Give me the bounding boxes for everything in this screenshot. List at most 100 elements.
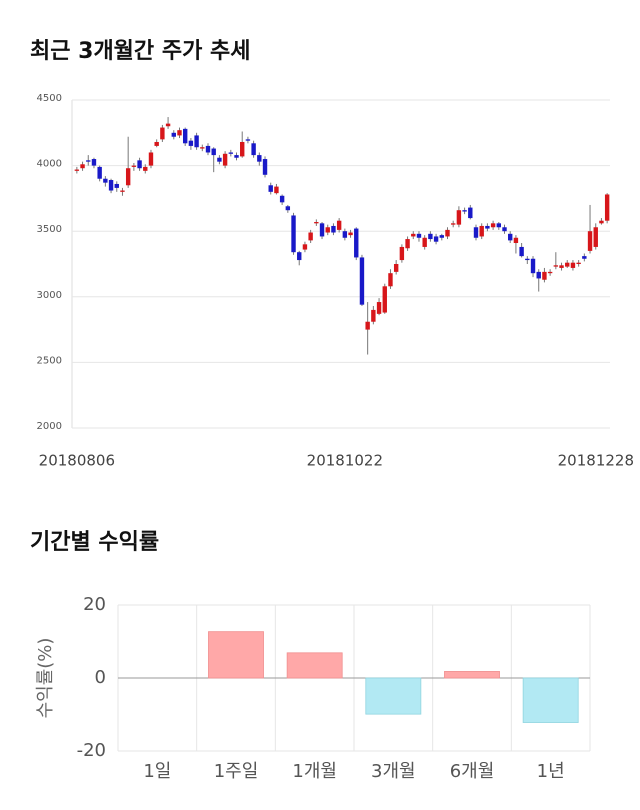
candle-body: [388, 273, 393, 287]
candle-body: [120, 190, 125, 192]
chart-title: 기간별 수익률: [30, 530, 159, 555]
x-tick-label: 20181228: [558, 452, 634, 470]
candle-body: [445, 229, 450, 237]
candle-body: [148, 152, 154, 166]
candle-body: [428, 233, 433, 240]
candle-body: [565, 262, 570, 267]
candle-body: [314, 222, 319, 224]
candle-body: [496, 223, 502, 228]
candle-body: [194, 135, 199, 148]
candle-body: [325, 227, 330, 233]
candle-body: [450, 223, 456, 225]
candle-body: [245, 139, 251, 141]
chart-title: 최근 3개월간 주가 추세: [30, 39, 250, 64]
candle-body: [473, 227, 479, 238]
candle-body: [468, 207, 473, 219]
candle-body: [154, 141, 159, 146]
candle-body: [513, 237, 519, 244]
candle-body: [490, 223, 496, 228]
candle-body: [399, 246, 405, 261]
y-tick-label: 4500: [37, 93, 62, 104]
candle-body: [285, 206, 291, 211]
x-tick-label: 1개월: [292, 761, 337, 782]
candle-body: [393, 264, 399, 272]
candle-body: [91, 159, 97, 166]
y-tick-label: 2500: [37, 355, 62, 366]
candle-body: [547, 271, 553, 274]
candle-body: [365, 321, 370, 330]
candle-body: [251, 143, 256, 156]
candle-body: [371, 309, 376, 322]
candle-body: [268, 185, 273, 192]
candle-body: [103, 178, 108, 183]
candle-body: [382, 286, 387, 313]
candle-body: [479, 225, 484, 237]
candle-body: [234, 155, 239, 158]
candle-body: [519, 246, 524, 257]
candle-body: [74, 169, 80, 171]
candle-body: [582, 256, 587, 259]
candle-body: [508, 233, 513, 241]
candle-body: [530, 258, 536, 274]
candle-body: [331, 225, 336, 233]
candle-body: [416, 233, 422, 238]
candle-body: [137, 160, 142, 169]
bar: [522, 677, 579, 723]
y-tick-label: 2000: [37, 421, 62, 432]
candle-body: [274, 186, 279, 194]
y-tick-label: 0: [95, 667, 106, 688]
candle-body: [542, 271, 547, 280]
candle-body: [200, 147, 205, 149]
candle-body: [228, 152, 234, 154]
candle-body: [348, 232, 353, 236]
y-tick-label: -20: [77, 740, 106, 761]
candle-body: [297, 252, 302, 261]
candle-body: [439, 235, 444, 238]
candle-body: [171, 132, 176, 137]
x-tick-label: 1년: [537, 761, 565, 782]
candle-body: [553, 265, 559, 267]
candle-body: [143, 166, 148, 171]
y-tick-label: 4000: [37, 159, 62, 170]
candle-body: [188, 140, 194, 146]
candle-body: [125, 168, 131, 186]
candle-body: [354, 228, 359, 258]
candle-body: [525, 258, 530, 261]
candle-body: [279, 195, 285, 203]
candle-body: [114, 183, 119, 188]
candle-body: [336, 220, 342, 230]
bar: [208, 631, 264, 679]
candle-body: [160, 127, 165, 140]
x-tick-label: 20180806: [39, 452, 115, 470]
candle-body: [97, 166, 102, 179]
x-tick-label: 1주일: [214, 761, 259, 782]
y-tick-label: 3000: [37, 290, 62, 301]
candle-body: [86, 160, 91, 162]
candle-body: [604, 194, 610, 221]
bar: [286, 652, 343, 679]
candle-body: [257, 155, 262, 162]
candle-body: [411, 233, 416, 237]
candle-body: [222, 153, 228, 166]
x-tick-label: 6개월: [450, 761, 495, 782]
candle-body: [570, 262, 576, 268]
candle-body: [211, 148, 216, 156]
candle-body: [262, 159, 268, 175]
candle-body: [576, 262, 581, 264]
candle-body: [536, 271, 541, 279]
candle-body: [319, 223, 325, 237]
candle-body: [485, 225, 490, 229]
candle-body: [593, 227, 598, 247]
candle-body: [433, 236, 439, 242]
y-axis-label: 수익률(%): [35, 638, 56, 719]
candle-body: [376, 302, 382, 314]
candle-body: [302, 244, 308, 250]
candle-body: [177, 130, 182, 136]
bar: [365, 677, 422, 715]
candle-body: [165, 123, 171, 127]
candle-body: [462, 210, 467, 212]
candle-body: [80, 164, 85, 169]
candle-body: [405, 239, 410, 249]
candle-body: [422, 237, 427, 247]
